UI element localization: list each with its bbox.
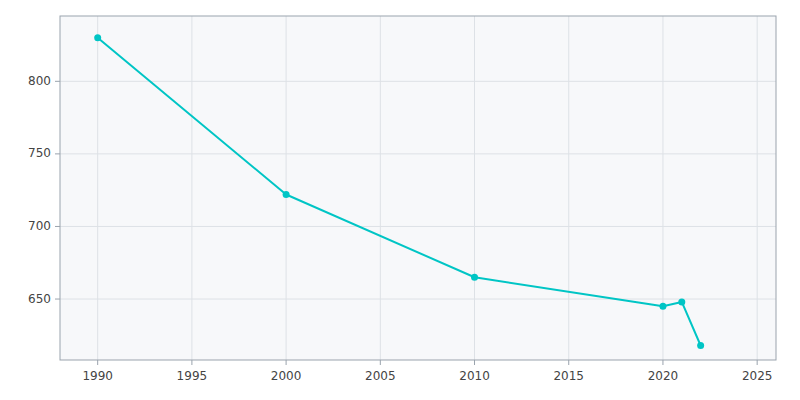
- y-tick-label: 650: [28, 292, 51, 306]
- x-tick: [97, 360, 98, 365]
- x-grid-line: [568, 16, 569, 360]
- y-grid-line: [60, 226, 776, 227]
- y-grid-line: [60, 153, 776, 154]
- x-tick: [380, 360, 381, 365]
- x-tick-label: 2010: [459, 369, 490, 383]
- x-tick: [568, 360, 569, 365]
- y-tick: [55, 81, 60, 82]
- x-tick: [757, 360, 758, 365]
- plot-frame: [60, 16, 776, 360]
- chart-svg: 1990 1995 2000 2005 2010 2015 2020 2025 650 700 75…: [0, 0, 800, 400]
- data-point: [471, 274, 478, 281]
- plot-background: [60, 16, 776, 360]
- grid: [60, 16, 776, 360]
- y-grid-line: [60, 299, 776, 300]
- y-tick: [55, 226, 60, 227]
- series-line: [98, 38, 701, 346]
- y-tick: [55, 299, 60, 300]
- x-tick: [474, 360, 475, 365]
- x-grid-line: [191, 16, 192, 360]
- x-grid-line: [286, 16, 287, 360]
- x-tick-label: 1995: [177, 369, 208, 383]
- x-tick-label: 2000: [271, 369, 302, 383]
- x-tick-label: 2005: [365, 369, 396, 383]
- data-point: [678, 298, 685, 305]
- x-tick-label: 2015: [553, 369, 584, 383]
- data-point: [659, 303, 666, 310]
- y-tick: [55, 153, 60, 154]
- x-grid-line: [97, 16, 98, 360]
- chart-container: 1990 1995 2000 2005 2010 2015 2020 2025 650 700 75…: [0, 0, 800, 400]
- data-point: [94, 34, 101, 41]
- data-point: [283, 191, 290, 198]
- x-tick-label: 1990: [82, 369, 113, 383]
- x-grid-line: [380, 16, 381, 360]
- data-point: [697, 342, 704, 349]
- x-grid-line: [474, 16, 475, 360]
- x-grid-line: [757, 16, 758, 360]
- x-tick: [286, 360, 287, 365]
- x-tick: [191, 360, 192, 365]
- data-layer: [94, 34, 704, 349]
- y-tick-label: 700: [28, 219, 51, 233]
- x-tick-label: 2020: [648, 369, 679, 383]
- x-tick: [662, 360, 663, 365]
- y-tick-label: 750: [28, 146, 51, 160]
- x-tick-label: 2025: [742, 369, 773, 383]
- y-grid-line: [60, 81, 776, 82]
- axes: 1990 1995 2000 2005 2010 2015 2020 2025 650 700 75…: [28, 74, 772, 383]
- y-tick-label: 800: [28, 74, 51, 88]
